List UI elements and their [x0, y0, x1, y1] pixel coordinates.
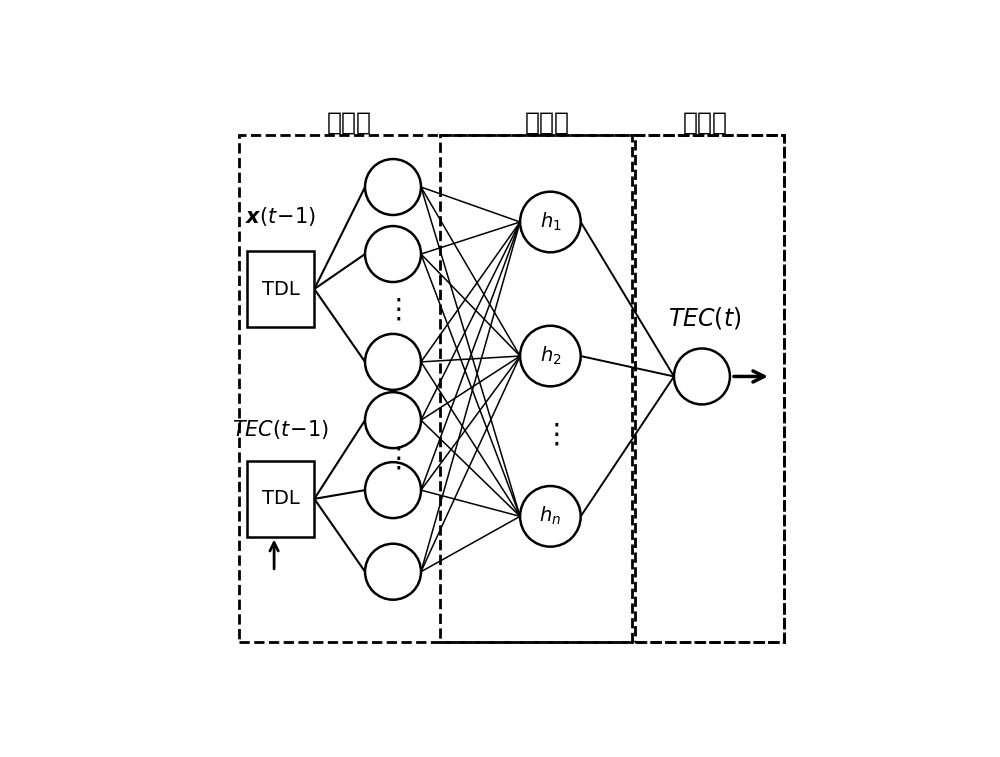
Circle shape — [520, 326, 581, 386]
Text: $h_1$: $h_1$ — [540, 211, 561, 233]
Bar — [440, 135, 632, 642]
Circle shape — [520, 192, 581, 252]
Bar — [635, 135, 784, 642]
Circle shape — [365, 392, 421, 448]
Text: TDL: TDL — [262, 279, 300, 298]
Bar — [247, 251, 314, 327]
Circle shape — [365, 226, 421, 282]
Text: 输入层: 输入层 — [327, 111, 372, 135]
Circle shape — [365, 544, 421, 600]
Bar — [247, 461, 314, 537]
Text: 输出层: 输出层 — [682, 111, 727, 135]
Text: $\vdots$: $\vdots$ — [542, 421, 559, 449]
Text: $h_n$: $h_n$ — [539, 505, 561, 528]
Text: $\vdots$: $\vdots$ — [384, 295, 402, 323]
Circle shape — [365, 334, 421, 390]
Circle shape — [365, 159, 421, 215]
Text: TDL: TDL — [262, 489, 300, 509]
Circle shape — [520, 486, 581, 547]
Circle shape — [365, 462, 421, 518]
Text: 隐含层: 隐含层 — [525, 111, 570, 135]
Text: $TEC(t\!-\!1)$: $TEC(t\!-\!1)$ — [232, 418, 329, 441]
Text: $h_2$: $h_2$ — [540, 345, 561, 367]
Text: $\vdots$: $\vdots$ — [384, 444, 402, 472]
Text: $\boldsymbol{x}(t\!-\!1)$: $\boldsymbol{x}(t\!-\!1)$ — [245, 205, 316, 228]
Bar — [239, 135, 784, 642]
Circle shape — [674, 348, 730, 404]
Text: $TEC(t)$: $TEC(t)$ — [668, 305, 742, 331]
